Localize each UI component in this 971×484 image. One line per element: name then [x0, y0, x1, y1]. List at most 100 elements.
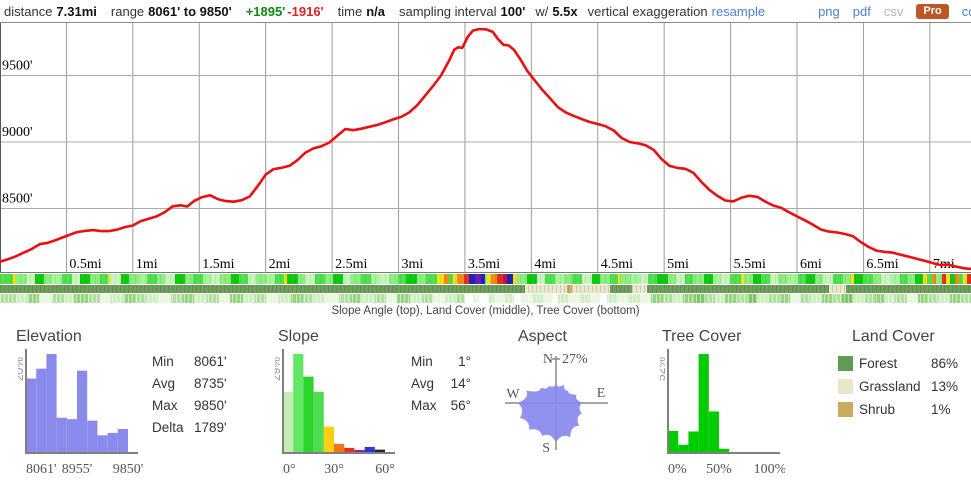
strip-segment	[183, 294, 194, 303]
strip-segment	[799, 294, 811, 303]
strip-segment	[646, 285, 829, 293]
strip-segment	[936, 274, 942, 284]
strip-segment	[900, 274, 909, 284]
elevation-profile-chart[interactable]: 8500' 9000' 9500' 0.5mi 1mi 1.5mi 2mi 2.5mi 3mi 3…	[0, 22, 971, 273]
export-pdf-link[interactable]: pdf	[852, 3, 871, 19]
stat-label: Delta	[152, 420, 184, 435]
export-csv-link: csv	[883, 3, 904, 19]
elevation-profile-svg[interactable]: 8500' 9000' 9500' 0.5mi 1mi 1.5mi 2mi 2.5mi 3mi 3…	[0, 23, 971, 272]
strip-segment	[51, 294, 64, 303]
histogram-bar	[313, 391, 324, 452]
strip-segment	[397, 294, 411, 303]
resample-link[interactable]: resample	[711, 3, 766, 19]
strip-segment	[488, 294, 495, 303]
strip-segment	[290, 294, 303, 303]
collapse-link[interactable]: collapse	[961, 3, 971, 19]
strip-segment	[589, 294, 601, 303]
strip-segment	[74, 294, 88, 303]
strip-segment	[110, 274, 121, 284]
strip-segment	[231, 274, 240, 284]
strip-segment	[617, 294, 629, 303]
strip-segment	[507, 274, 513, 284]
exaggeration-label: vertical exaggeration	[587, 3, 708, 19]
strip-segment	[456, 274, 464, 284]
strip-segment	[741, 274, 744, 284]
strip-segment	[536, 274, 545, 284]
strip-segment	[524, 285, 568, 293]
strip-segment	[721, 274, 731, 284]
distance-group: distance 7.31mi	[4, 4, 107, 19]
stat-label: Avg	[411, 376, 435, 391]
y-axis-label: 9000'	[2, 125, 33, 140]
slope-stats: Min 1° Avg 14° Max 56°	[411, 351, 471, 417]
strip-segment	[552, 294, 558, 303]
stat-row: Avg 8735'	[152, 373, 227, 395]
strips-caption: Slope Angle (top), Land Cover (middle), …	[331, 305, 640, 317]
strip-segment	[779, 294, 791, 303]
strip-segment	[693, 274, 704, 284]
strip-segment	[426, 274, 437, 284]
strip-segment	[668, 274, 677, 284]
legend-swatch	[838, 402, 853, 417]
strip-segment	[107, 274, 111, 284]
strip-segment	[958, 274, 963, 284]
strip-segment	[822, 294, 833, 303]
strip-segment	[417, 274, 427, 284]
strip-segment	[468, 274, 476, 284]
strip-segment	[568, 294, 581, 303]
strip-segment	[432, 294, 445, 303]
strip-segment	[0, 274, 14, 284]
x-axis-label: 5mi	[667, 257, 689, 272]
strip-segment	[555, 274, 565, 284]
hist-tick-label: 0°	[283, 462, 296, 477]
strip-segment	[685, 274, 694, 284]
stat-row: Min 8061'	[152, 351, 227, 373]
strip-segment	[520, 294, 533, 303]
strip-segment	[630, 274, 641, 284]
hist-tick-label: 8955'	[62, 462, 93, 477]
stat-label: Min	[152, 354, 174, 369]
strip-segment	[512, 274, 517, 284]
legend-row: Grassland 13%	[838, 375, 966, 398]
strip-segment	[444, 294, 456, 303]
legend-swatch	[838, 356, 853, 371]
rose-west-label: W	[506, 387, 520, 402]
elevation-stats: Min 8061' Avg 8735' Max 9850' Delta 1789'	[152, 351, 227, 439]
strip-segment	[175, 274, 185, 284]
x-axis-label: 3.5mi	[468, 257, 500, 272]
strip-segment	[389, 274, 399, 284]
strip-segment	[265, 294, 278, 303]
export-png-link[interactable]: png	[818, 3, 840, 19]
elevation-histogram: 8061' 8955' 9850' 20%	[18, 349, 143, 477]
time-value: n/a	[366, 3, 385, 19]
strip-segment	[342, 274, 351, 284]
pro-badge[interactable]: Pro	[916, 3, 949, 19]
strip-segment	[410, 294, 423, 303]
strip-segment	[600, 294, 607, 303]
histogram-bar	[303, 376, 314, 452]
strip-segment	[436, 274, 444, 284]
strip-segment	[544, 274, 556, 284]
strip-segment	[220, 274, 232, 284]
strip-segment	[609, 274, 618, 284]
histogram-bar	[698, 354, 709, 452]
stat-row: Delta 1789'	[152, 417, 227, 439]
strip-segment	[737, 294, 748, 303]
strip-segment	[823, 274, 833, 284]
x-axis-label: 1mi	[136, 257, 158, 272]
strip-segment	[128, 274, 140, 284]
strip-segment	[370, 274, 379, 284]
strip-segment	[79, 274, 91, 284]
x-axis-label: 6.5mi	[866, 257, 898, 272]
strip-segment	[606, 294, 618, 303]
strip-segment	[884, 294, 896, 303]
strip-segment	[38, 294, 52, 303]
distance-label: distance	[4, 3, 53, 19]
strip-segment	[333, 274, 343, 284]
strip-segment	[503, 274, 508, 284]
histogram-bar	[97, 435, 108, 452]
x-axis-label: 2.5mi	[335, 257, 367, 272]
strip-segment	[203, 274, 212, 284]
stat-value: 56°	[450, 398, 471, 413]
strip-segment	[806, 274, 816, 284]
